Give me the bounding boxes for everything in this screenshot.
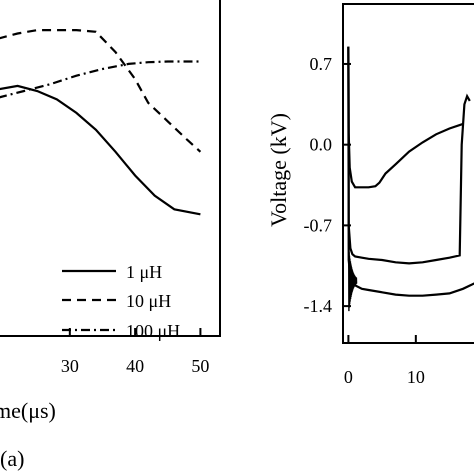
- x-tick-label: 50: [191, 356, 209, 376]
- legend-label-3: 100 μH: [126, 321, 180, 341]
- panel-a-frame: [0, 0, 221, 337]
- voltage-trace-2: [347, 46, 471, 265]
- series-line-1: [0, 84, 201, 216]
- panel-a: 30 40 50 1 μH 10 μH 100 μH me(μs) (a): [0, 0, 221, 471]
- x-tick-label: 30: [61, 356, 79, 376]
- oscillation-burst: [348, 248, 358, 312]
- y-tick-label: -0.7: [304, 215, 333, 235]
- y-tick-label: 0.0: [310, 135, 333, 155]
- panel-b-series: [347, 46, 474, 312]
- y-tick-label: 0.7: [310, 54, 333, 74]
- panel-label-a: (a): [0, 446, 24, 471]
- panel-a-x-ticks: 30 40 50: [61, 328, 209, 376]
- x-tick-label: 0: [344, 367, 353, 387]
- legend-label-1: 1 μH: [126, 262, 162, 282]
- x-tick-label: 40: [126, 356, 144, 376]
- voltage-trace-1: [347, 46, 464, 189]
- y-axis-label: Voltage (kV): [266, 113, 291, 227]
- panel-b-ticks: 0.7 0.0 -0.7 -1.4 0 10: [304, 54, 425, 387]
- y-tick-label: -1.4: [304, 296, 333, 316]
- x-tick-label: 10: [407, 367, 425, 387]
- panel-a-series: [0, 29, 202, 216]
- series-line-3: [0, 60, 201, 99]
- panel-b: 0.7 0.0 -0.7 -1.4 0 10 Voltage (kV): [266, 3, 474, 387]
- legend: 1 μH 10 μH 100 μH: [62, 262, 180, 341]
- series-line-2: [0, 29, 202, 153]
- legend-label-2: 10 μH: [126, 291, 171, 311]
- panel-b-frame: [342, 3, 474, 344]
- x-axis-label: me(μs): [0, 398, 56, 423]
